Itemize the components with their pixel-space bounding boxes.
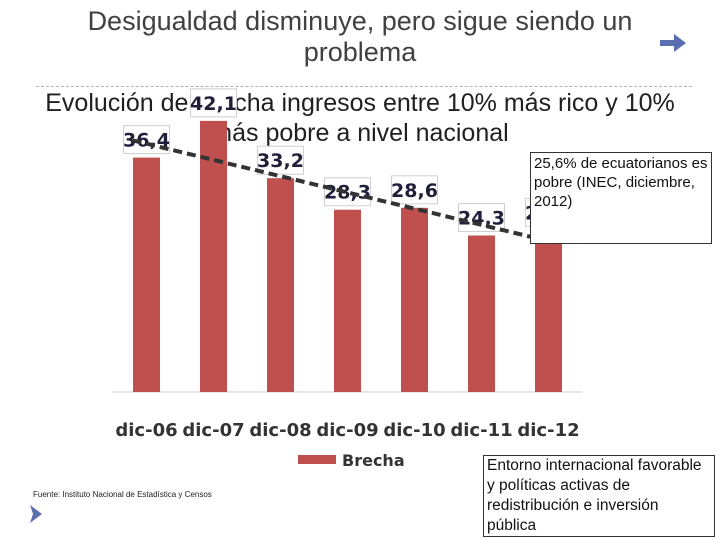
category-label: dic-08 xyxy=(249,420,311,441)
bullet-arrow-icon xyxy=(30,505,42,523)
bar-dic-10 xyxy=(401,207,428,392)
legend-label: Brecha xyxy=(342,451,405,470)
data-label: 24,3 xyxy=(458,208,505,230)
bar-dic-08 xyxy=(267,178,294,392)
data-label: 42,1 xyxy=(190,93,237,115)
data-label-box xyxy=(324,177,371,207)
category-label: dic-09 xyxy=(316,420,378,441)
data-label-box xyxy=(391,175,438,205)
data-label-box xyxy=(190,88,237,118)
data-label-box xyxy=(458,203,505,233)
poverty-note: 25,6% de ecuatorianos es pobre (INEC, di… xyxy=(530,152,712,244)
bar-dic-06 xyxy=(133,157,160,392)
data-label: 36,4 xyxy=(123,130,170,152)
category-label: dic-10 xyxy=(383,420,445,441)
context-note: Entorno internacional favorable y políti… xyxy=(483,455,715,537)
legend-swatch xyxy=(298,455,336,464)
data-label: 28,3 xyxy=(324,182,371,204)
source-note: Fuente: Instituto Nacional de Estadístic… xyxy=(33,490,212,499)
bar-dic-09 xyxy=(334,209,361,392)
title-divider xyxy=(36,86,692,87)
category-label: dic-07 xyxy=(182,420,244,441)
chart-subtitle: Evolución de Brecha ingresos entre 10% m… xyxy=(45,89,675,147)
trendline xyxy=(132,138,555,245)
bar-dic-11 xyxy=(468,235,495,392)
category-label: dic-11 xyxy=(450,420,512,441)
slide-title: Desigualdad disminuye, pero sigue siendo… xyxy=(87,6,633,67)
bar-dic-07 xyxy=(200,120,227,392)
bar-dic-12 xyxy=(535,230,562,392)
data-label: 33,2 xyxy=(257,150,304,172)
right-arrow-icon[interactable] xyxy=(660,34,686,52)
data-label: 28,6 xyxy=(391,180,438,202)
category-label: dic-12 xyxy=(517,420,579,441)
category-label: dic-06 xyxy=(115,420,177,441)
data-label-box xyxy=(257,145,304,175)
